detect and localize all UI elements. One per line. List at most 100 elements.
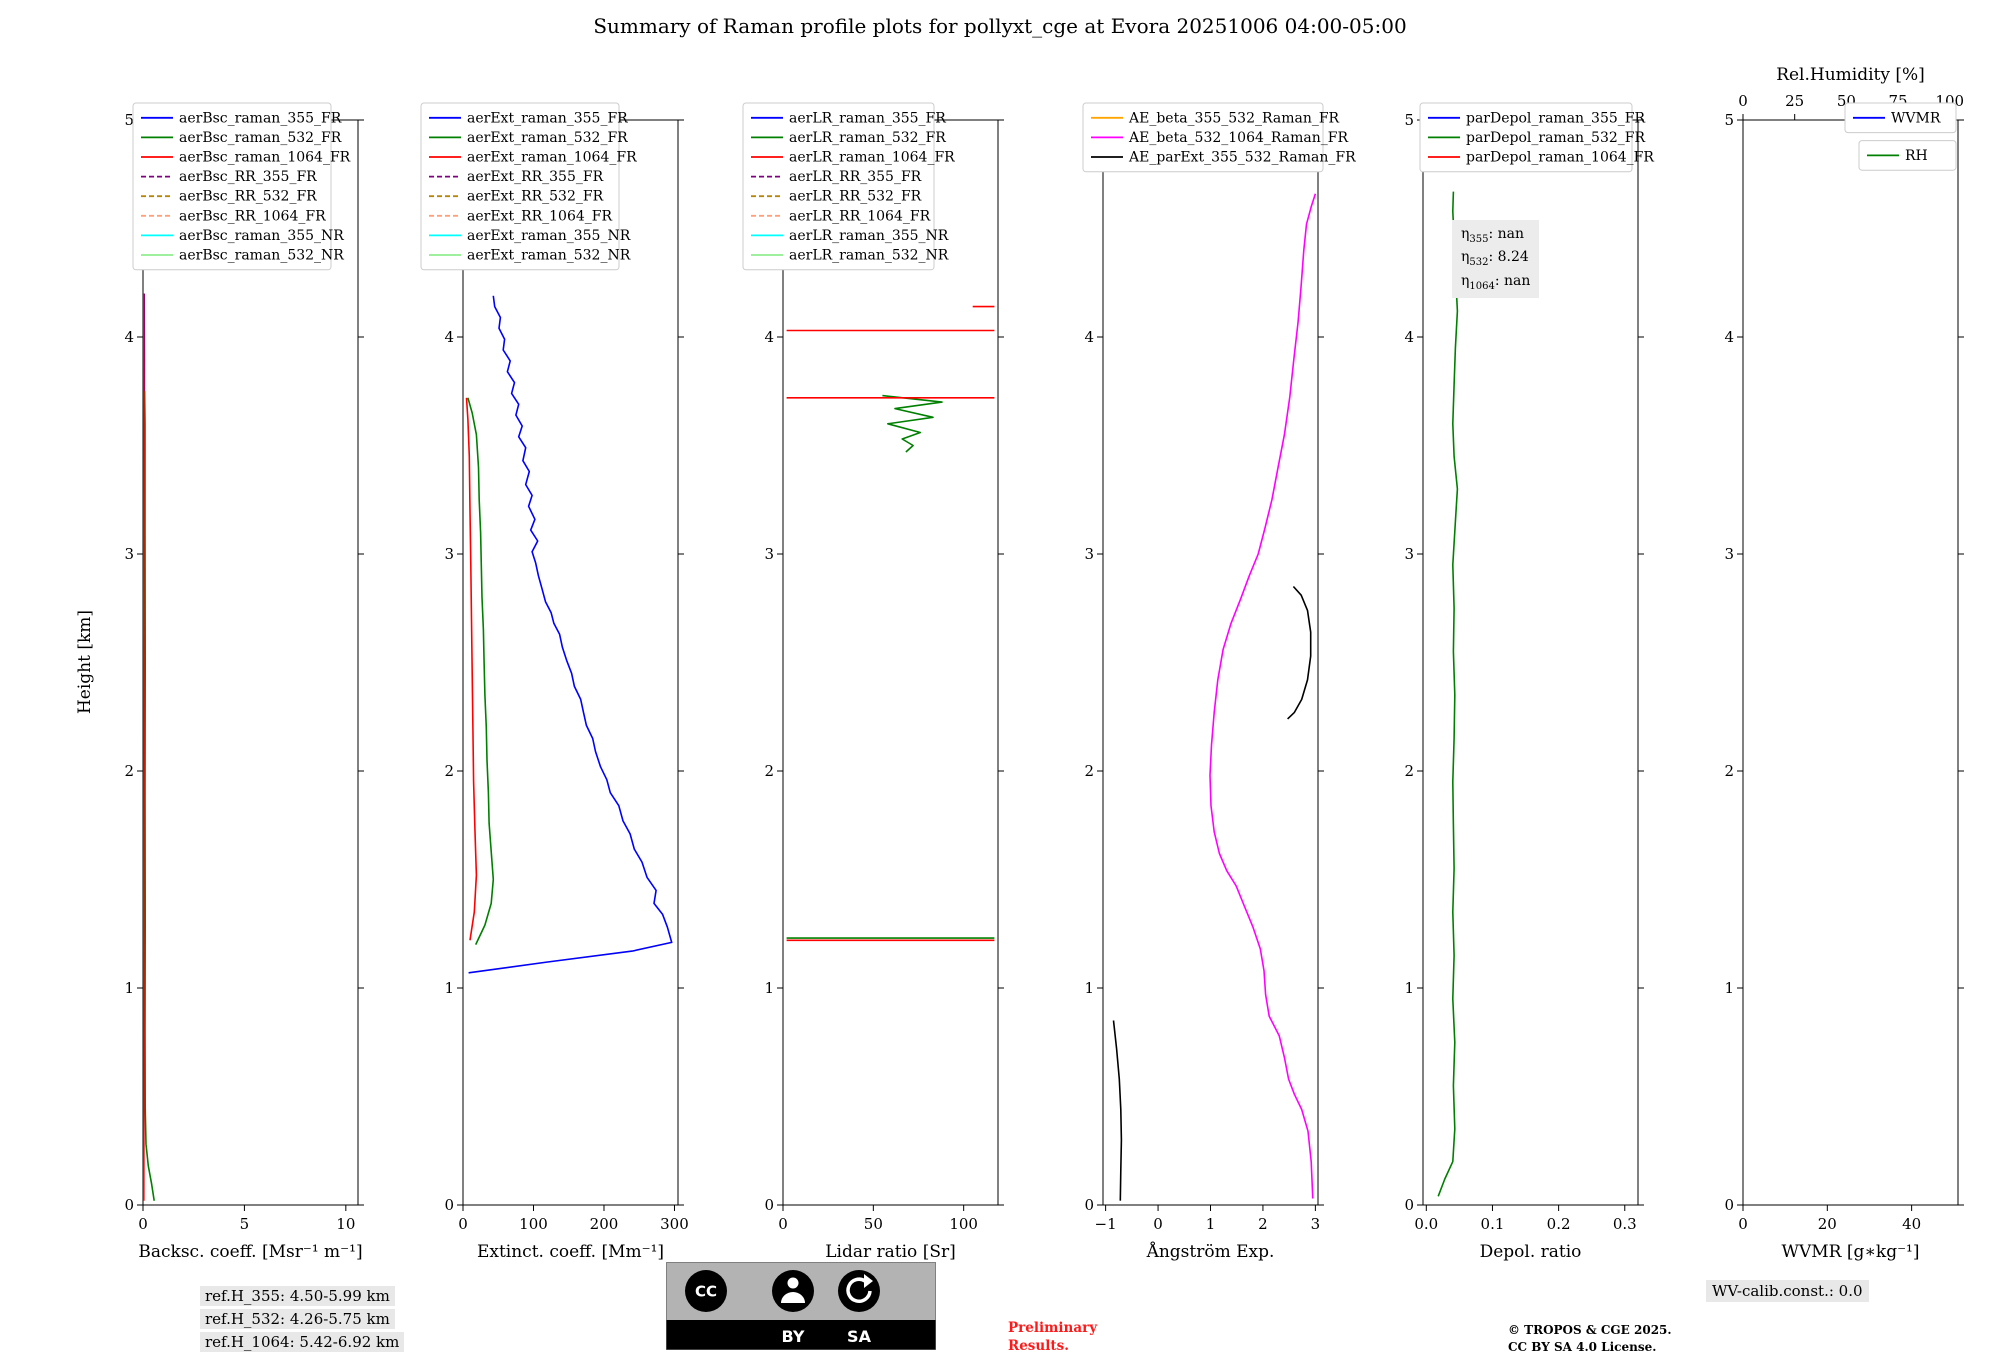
y-tick-label: 2 (124, 762, 134, 780)
panel-4-legend: AE_beta_355_532_Raman_FR AE_beta_532_1064… (1082, 102, 1356, 173)
y-tick-label: 2 (1724, 762, 1734, 780)
x-tick-label: 2 (1258, 1215, 1268, 1233)
y-tick-label: 1 (124, 979, 134, 997)
x-tick-label: 0 (1738, 1215, 1748, 1233)
ref-height-355: ref.H_355: 4.50-5.99 km (200, 1286, 395, 1306)
legend-label: aerExt_raman_1064_FR (467, 150, 637, 166)
panel-6-legend: WVMR (1844, 102, 1957, 134)
x-axis: 0 50 100 (778, 1205, 978, 1233)
cc-by-sa-badge: CC BY SA (666, 1262, 936, 1350)
wv-calibration-constant: WV-calib.const.: 0.0 (1706, 1280, 1869, 1302)
y-tick-label: 5 (1404, 111, 1414, 129)
y-tick-label: 2 (1404, 762, 1414, 780)
y-tick-label: 0 (124, 1196, 134, 1214)
legend-label: aerLR_raman_532_NR (789, 248, 949, 264)
x-axis-label: Lidar ratio [Sr] (825, 1242, 955, 1262)
legend-label: aerExt_raman_355_FR (467, 110, 628, 126)
legend-label: aerLR_raman_1064_FR (789, 150, 955, 166)
aerExt_raman_532_FR-line (467, 397, 495, 945)
panel-5: 0 1 2 3 4 5 0.0 0.1 0.2 0.3 Depol. ratio parDepol_r… (1404, 102, 1654, 1262)
y-tick-label: 4 (1724, 328, 1734, 346)
legend-label: AE_parExt_355_532_Raman_FR (1128, 150, 1356, 166)
legend-label: RH (1905, 148, 1928, 164)
AE_beta_532_1064_Raman_FR-line (1209, 193, 1317, 1199)
AE_parExt_355_532_Raman_FR-line (1287, 585, 1312, 720)
parDepol_raman_532_FR-line (1437, 191, 1459, 1197)
legend-label: aerBsc_RR_1064_FR (179, 208, 326, 224)
top-tick-label: 0 (1738, 92, 1748, 110)
plot-frame (782, 119, 999, 1206)
y-tick-label: 5 (1724, 111, 1734, 129)
share-alike-arrow (846, 1277, 872, 1303)
cc-icon (685, 1270, 727, 1312)
x-axis-label: Ångström Exp. (1146, 1241, 1275, 1262)
legend-label: AE_beta_355_532_Raman_FR (1128, 110, 1340, 126)
copyright-line-2: CC BY SA 4.0 License. (1508, 1339, 1657, 1354)
x-tick-label: 100 (519, 1215, 548, 1233)
legend-label: parDepol_raman_355_FR (1466, 110, 1645, 126)
reference-height-annotation: ref.H_355: 4.50-5.99 km ref.H_532: 4.26-… (200, 1286, 405, 1355)
preliminary-results-note: Preliminary Results. (1008, 1320, 1097, 1355)
y-tick-label: 3 (764, 545, 774, 563)
panel-6-legend: RH (1858, 140, 1957, 171)
plot-frame (142, 119, 359, 1206)
AE_parExt_355_532_Raman_FR-line (1112, 1020, 1123, 1201)
x-tick-label: 40 (1902, 1215, 1921, 1233)
x-axis: 0.0 0.1 0.2 0.3 (1414, 1205, 1637, 1233)
x-tick-label: 0 (458, 1215, 468, 1233)
aerExt_raman_1064_FR-line (465, 397, 478, 941)
y-tick-label: 4 (124, 328, 134, 346)
sa-label: SA (847, 1327, 872, 1346)
legend-label: aerBsc_raman_1064_FR (179, 150, 351, 166)
legend-label: aerLR_raman_355_NR (789, 228, 949, 244)
y-tick-label: 4 (444, 328, 454, 346)
legend-label: parDepol_raman_532_FR (1466, 130, 1645, 146)
y-tick-label: 3 (1084, 545, 1094, 563)
x-axis: −1 0 1 2 3 (1095, 1205, 1320, 1233)
y-tick-label: 5 (124, 111, 134, 129)
legend-label: aerExt_raman_355_NR (467, 228, 631, 244)
y-tick-label: 0 (444, 1196, 454, 1214)
y-tick-label: 1 (1404, 979, 1414, 997)
legend-label: parDepol_raman_1064_FR (1466, 150, 1654, 166)
legend-label: aerLR_raman_355_FR (789, 110, 946, 126)
legend-label: WVMR (1891, 110, 1941, 126)
copyright-note: © TROPOS & CGE 2025. CC BY SA 4.0 Licens… (1508, 1322, 1672, 1356)
eta-1064-line: η1064: nan (1461, 272, 1531, 292)
legend-label: aerExt_RR_355_FR (467, 169, 604, 185)
page-title: Summary of Raman profile plots for polly… (593, 14, 1407, 38)
y-tick-label: 0 (1724, 1196, 1734, 1214)
y-tick-label: 1 (444, 979, 454, 997)
panel-2-legend: aerExt_raman_355_FR aerExt_raman_532_FRae… (420, 102, 637, 271)
eta-annotation: η355: nan η532: 8.24 η1064: nan (1452, 220, 1540, 298)
legend-label: aerLR_raman_532_FR (789, 130, 946, 146)
y-tick-label: 2 (1084, 762, 1094, 780)
by-label: BY (782, 1327, 805, 1346)
legend-label: aerBsc_RR_355_FR (179, 169, 317, 185)
share-alike-arrow-icon (838, 1270, 880, 1312)
top-axis-label: Rel.Humidity [%] (1776, 65, 1925, 85)
badge-bottom-bar (666, 1320, 936, 1350)
y-tick-label: 4 (1084, 328, 1094, 346)
plot-frame (462, 119, 679, 1206)
share-alike-arrowhead (864, 1274, 873, 1288)
panel-1-legend: aerBsc_raman_355_FR aerBsc_raman_532_FRae… (132, 102, 351, 271)
legend-label: aerBsc_raman_532_FR (179, 130, 342, 146)
plot-frame (1742, 119, 1959, 1206)
legend-label: aerBsc_raman_355_FR (179, 110, 342, 126)
y-tick-label: 0 (1404, 1196, 1414, 1214)
eta-532-line: η532: 8.24 (1461, 249, 1529, 269)
y-tick-label: 4 (764, 328, 774, 346)
x-tick-label: 0.0 (1414, 1215, 1438, 1233)
x-tick-label: 10 (336, 1215, 355, 1233)
legend-label: aerExt_RR_532_FR (467, 189, 604, 205)
preliminary-line-1: Preliminary (1008, 1320, 1098, 1336)
y-tick-label: 3 (444, 545, 454, 563)
x-tick-label: 200 (590, 1215, 619, 1233)
